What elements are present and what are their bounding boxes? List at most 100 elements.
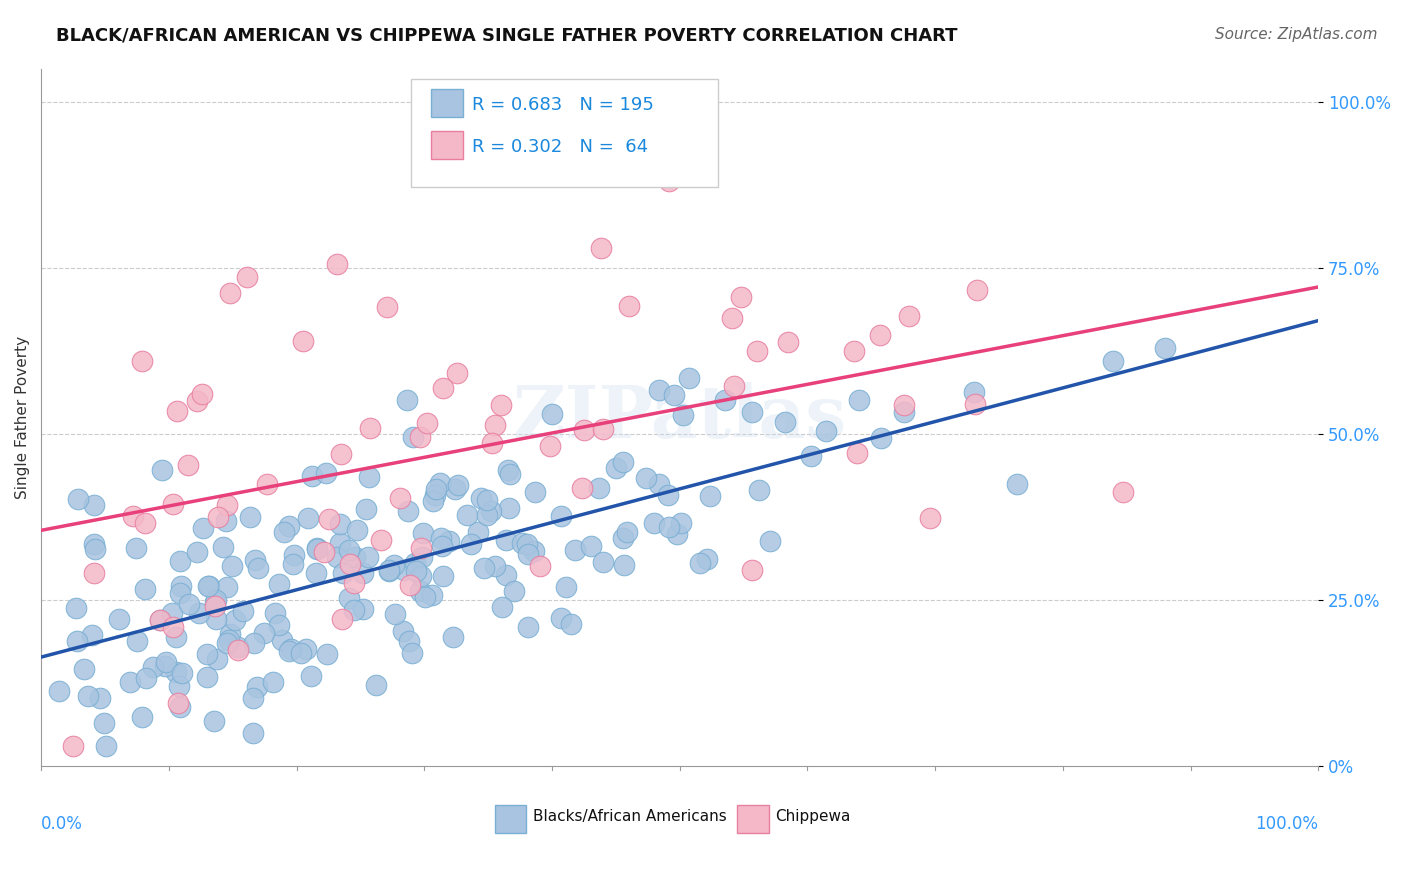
Point bbox=[264, 607, 287, 621]
Point bbox=[354, 501, 377, 516]
Point bbox=[619, 299, 641, 313]
Point bbox=[62, 739, 84, 754]
Point bbox=[664, 388, 686, 402]
Point bbox=[447, 478, 470, 492]
Text: R = 0.683   N = 195: R = 0.683 N = 195 bbox=[471, 96, 654, 114]
Point bbox=[330, 447, 353, 461]
Point bbox=[232, 604, 254, 618]
Point bbox=[239, 510, 262, 524]
Point bbox=[963, 397, 986, 411]
Point bbox=[898, 309, 921, 323]
Text: ZIPatlas: ZIPatlas bbox=[513, 382, 846, 453]
Point bbox=[392, 563, 415, 577]
Point bbox=[538, 439, 561, 453]
Point bbox=[226, 640, 249, 654]
Point bbox=[613, 558, 636, 572]
FancyBboxPatch shape bbox=[430, 131, 463, 160]
Point bbox=[425, 482, 447, 496]
Point bbox=[430, 539, 453, 553]
Point bbox=[416, 416, 439, 430]
Point bbox=[554, 580, 576, 594]
Point bbox=[541, 407, 564, 421]
Point bbox=[800, 449, 823, 463]
Point bbox=[477, 508, 499, 522]
Point bbox=[224, 613, 246, 627]
Point bbox=[408, 584, 430, 599]
Point bbox=[510, 536, 533, 550]
Point bbox=[89, 691, 111, 706]
Point bbox=[741, 563, 763, 577]
FancyBboxPatch shape bbox=[412, 79, 718, 187]
Point bbox=[479, 504, 502, 518]
Point bbox=[411, 550, 433, 565]
Point bbox=[283, 557, 305, 571]
Point bbox=[1153, 341, 1175, 355]
Point bbox=[496, 463, 519, 477]
Point bbox=[634, 471, 657, 485]
Point bbox=[305, 566, 328, 581]
Point bbox=[612, 455, 634, 469]
Point bbox=[579, 539, 602, 553]
Point bbox=[713, 392, 735, 407]
Point bbox=[396, 504, 419, 518]
Point bbox=[429, 475, 451, 490]
Point bbox=[498, 500, 520, 515]
Point bbox=[404, 556, 426, 570]
Point bbox=[391, 624, 413, 638]
Point bbox=[332, 612, 354, 626]
Point bbox=[352, 602, 374, 616]
Point bbox=[815, 424, 838, 438]
Point bbox=[169, 586, 191, 600]
Point bbox=[352, 566, 374, 581]
Point bbox=[423, 488, 446, 502]
Point bbox=[499, 467, 522, 482]
Point bbox=[195, 648, 218, 662]
Point bbox=[357, 470, 380, 484]
Point bbox=[212, 540, 235, 554]
Point bbox=[83, 566, 105, 581]
Point bbox=[571, 481, 593, 495]
Point bbox=[204, 592, 226, 607]
Point bbox=[177, 458, 200, 473]
Point bbox=[48, 684, 70, 698]
Point bbox=[318, 511, 340, 525]
Text: Source: ZipAtlas.com: Source: ZipAtlas.com bbox=[1215, 27, 1378, 42]
Point bbox=[242, 726, 264, 740]
Point bbox=[495, 533, 517, 547]
Point bbox=[243, 636, 266, 650]
Point bbox=[262, 675, 284, 690]
Point bbox=[776, 334, 799, 349]
Point bbox=[221, 559, 243, 574]
Point bbox=[83, 498, 105, 512]
Point bbox=[388, 491, 411, 506]
Point bbox=[370, 533, 392, 548]
Point bbox=[359, 421, 381, 435]
Point bbox=[204, 594, 226, 608]
Point bbox=[84, 541, 107, 556]
Point bbox=[197, 670, 219, 684]
Point bbox=[226, 642, 249, 657]
Point bbox=[339, 557, 361, 571]
Point bbox=[1101, 354, 1123, 368]
Point bbox=[401, 646, 423, 660]
Point bbox=[658, 174, 681, 188]
Point bbox=[290, 646, 312, 660]
Point bbox=[592, 422, 614, 436]
Point bbox=[696, 552, 718, 566]
Point bbox=[337, 542, 360, 557]
Point bbox=[413, 591, 436, 605]
Point bbox=[523, 484, 546, 499]
Point bbox=[120, 675, 142, 690]
Point bbox=[186, 545, 208, 559]
Point bbox=[162, 498, 184, 512]
Point bbox=[870, 431, 893, 445]
Point bbox=[215, 636, 238, 650]
Point bbox=[301, 469, 323, 483]
Point bbox=[364, 678, 387, 692]
Text: BLACK/AFRICAN AMERICAN VS CHIPPEWA SINGLE FATHER POVERTY CORRELATION CHART: BLACK/AFRICAN AMERICAN VS CHIPPEWA SINGL… bbox=[56, 27, 957, 45]
Point bbox=[658, 519, 681, 533]
Point bbox=[377, 563, 399, 577]
Point bbox=[523, 544, 546, 558]
Point bbox=[66, 634, 89, 648]
Point bbox=[775, 415, 797, 429]
